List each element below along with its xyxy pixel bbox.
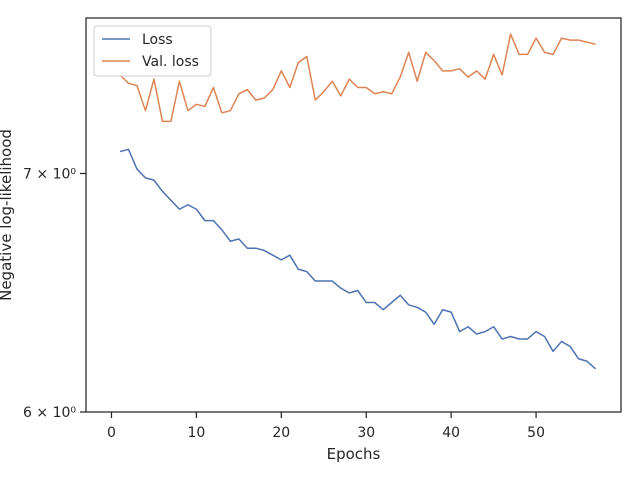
x-tick-label: 0 [107, 425, 116, 441]
x-tick-label: 10 [187, 425, 205, 441]
plot-frame [85, 17, 622, 413]
y-axis: 6 × 10⁰ 7 × 10⁰ [23, 166, 86, 421]
series-line-loss [119, 148, 597, 370]
x-tick-label: 50 [527, 425, 545, 441]
plot-content [119, 33, 597, 370]
series-line-val-loss [119, 33, 596, 123]
y-axis-label: Negative log-likelihood [0, 129, 15, 301]
legend-label-val-loss: Val. loss [142, 54, 199, 70]
y-tick-label: 6 × 10⁰ [23, 405, 76, 421]
x-tick-label: 20 [272, 425, 290, 441]
x-axis-label: Epochs [327, 445, 381, 463]
legend-label-loss: Loss [142, 32, 173, 48]
x-axis: 0 10 20 30 40 50 [107, 412, 545, 441]
x-tick-label: 30 [357, 425, 375, 441]
x-tick-label: 40 [442, 425, 460, 441]
y-tick-label: 7 × 10⁰ [23, 166, 76, 182]
legend: Loss Val. loss [93, 25, 212, 77]
